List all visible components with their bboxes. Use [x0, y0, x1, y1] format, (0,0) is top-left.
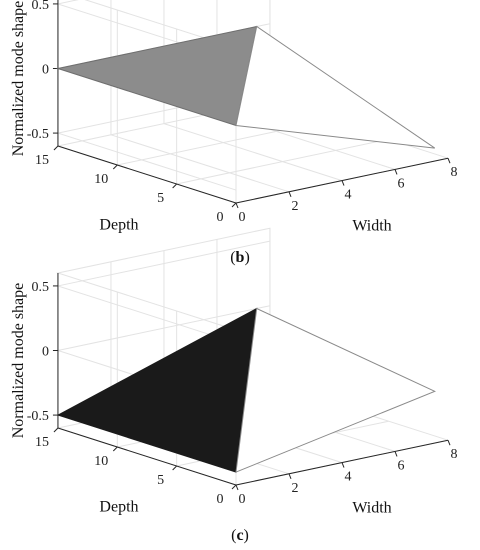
y-tick-label: 10	[94, 454, 108, 469]
y-tick-mark	[231, 202, 237, 208]
x-tick-label: 2	[292, 481, 299, 496]
y-tick-mark	[53, 145, 59, 151]
panel-caption: (b)	[230, 249, 250, 266]
x-tick-label: 4	[345, 470, 352, 485]
surface-back-triangle	[56, 307, 258, 473]
caption-letter: b	[236, 249, 245, 266]
z-tick-label: -0.5	[27, 409, 49, 424]
y-axis-label: Depth	[99, 217, 138, 234]
grid-line-floor-x	[110, 134, 290, 193]
y-tick-label: 5	[157, 191, 164, 206]
y-tick-mark	[172, 183, 178, 189]
y-tick-mark	[53, 427, 59, 433]
x-tick-mark	[288, 473, 292, 479]
z-tick-label: 0.5	[31, 0, 49, 13]
x-tick-label: 6	[398, 458, 405, 473]
y-tick-label: 0	[217, 210, 224, 225]
z-tick-label: -0.5	[27, 127, 49, 142]
y-tick-mark	[112, 164, 118, 170]
x-axis-label: Width	[352, 218, 391, 235]
x-tick-label: 4	[345, 188, 352, 203]
panel-caption: (c)	[231, 527, 249, 544]
x-tick-mark	[447, 440, 451, 446]
x-tick-mark	[341, 180, 345, 186]
x-axis-label: Width	[352, 500, 391, 517]
box-frame	[56, 227, 271, 384]
caption-close: )	[244, 249, 249, 266]
y-tick-mark	[172, 465, 178, 471]
chart-panel-c: 0 2 4 6 8 0 5 10 15 -0.5 0 0.5 Width Depth Normalized …	[10, 227, 458, 544]
box-frame	[84, 0, 271, 102]
y-tick-mark	[231, 484, 237, 490]
grid-line-floor-y	[176, 138, 389, 185]
y-tick-label: 15	[35, 153, 49, 168]
surface-front-triangle	[235, 25, 436, 149]
grid-line-floor-x	[163, 123, 343, 182]
y-tick-label: 10	[94, 172, 108, 187]
chart-panel-b: 0 2 4 6 8 0 5 10 15 -0.5 0 0.5 Width Depth Normalized …	[10, 0, 458, 266]
y-axis-label: Depth	[99, 499, 138, 516]
caption-close: )	[244, 527, 249, 544]
y-tick-label: 0	[217, 492, 224, 507]
y-axis-line	[57, 145, 237, 204]
z-axis-label: Normalized mode shape	[10, 283, 27, 439]
x-tick-label: 6	[398, 176, 405, 191]
x-tick-mark	[394, 169, 398, 175]
x-tick-mark	[235, 202, 239, 209]
z-tick-label: 0.5	[31, 280, 49, 295]
x-tick-label: 8	[451, 447, 458, 462]
y-tick-label: 5	[157, 473, 164, 488]
y-axis-line	[57, 427, 237, 486]
x-tick-mark	[235, 484, 239, 491]
caption-open: (	[230, 249, 235, 266]
x-tick-label: 0	[239, 492, 246, 507]
surface-front-triangle	[235, 307, 437, 473]
x-tick-mark	[288, 191, 292, 197]
x-tick-label: 2	[292, 199, 299, 214]
z-axis-label: Normalized mode shape	[10, 1, 27, 157]
surface-back-triangle	[56, 25, 258, 127]
y-tick-mark	[112, 446, 118, 452]
z-tick-label: 0	[42, 345, 49, 360]
y-tick-label: 15	[35, 435, 49, 450]
x-tick-mark	[394, 451, 398, 457]
caption-letter: c	[236, 527, 243, 544]
x-tick-mark	[341, 462, 345, 468]
x-tick-label: 8	[451, 165, 458, 180]
x-tick-mark	[447, 158, 451, 164]
z-tick-label: 0	[42, 63, 49, 78]
caption-open: (	[231, 527, 236, 544]
x-tick-label: 0	[239, 210, 246, 225]
